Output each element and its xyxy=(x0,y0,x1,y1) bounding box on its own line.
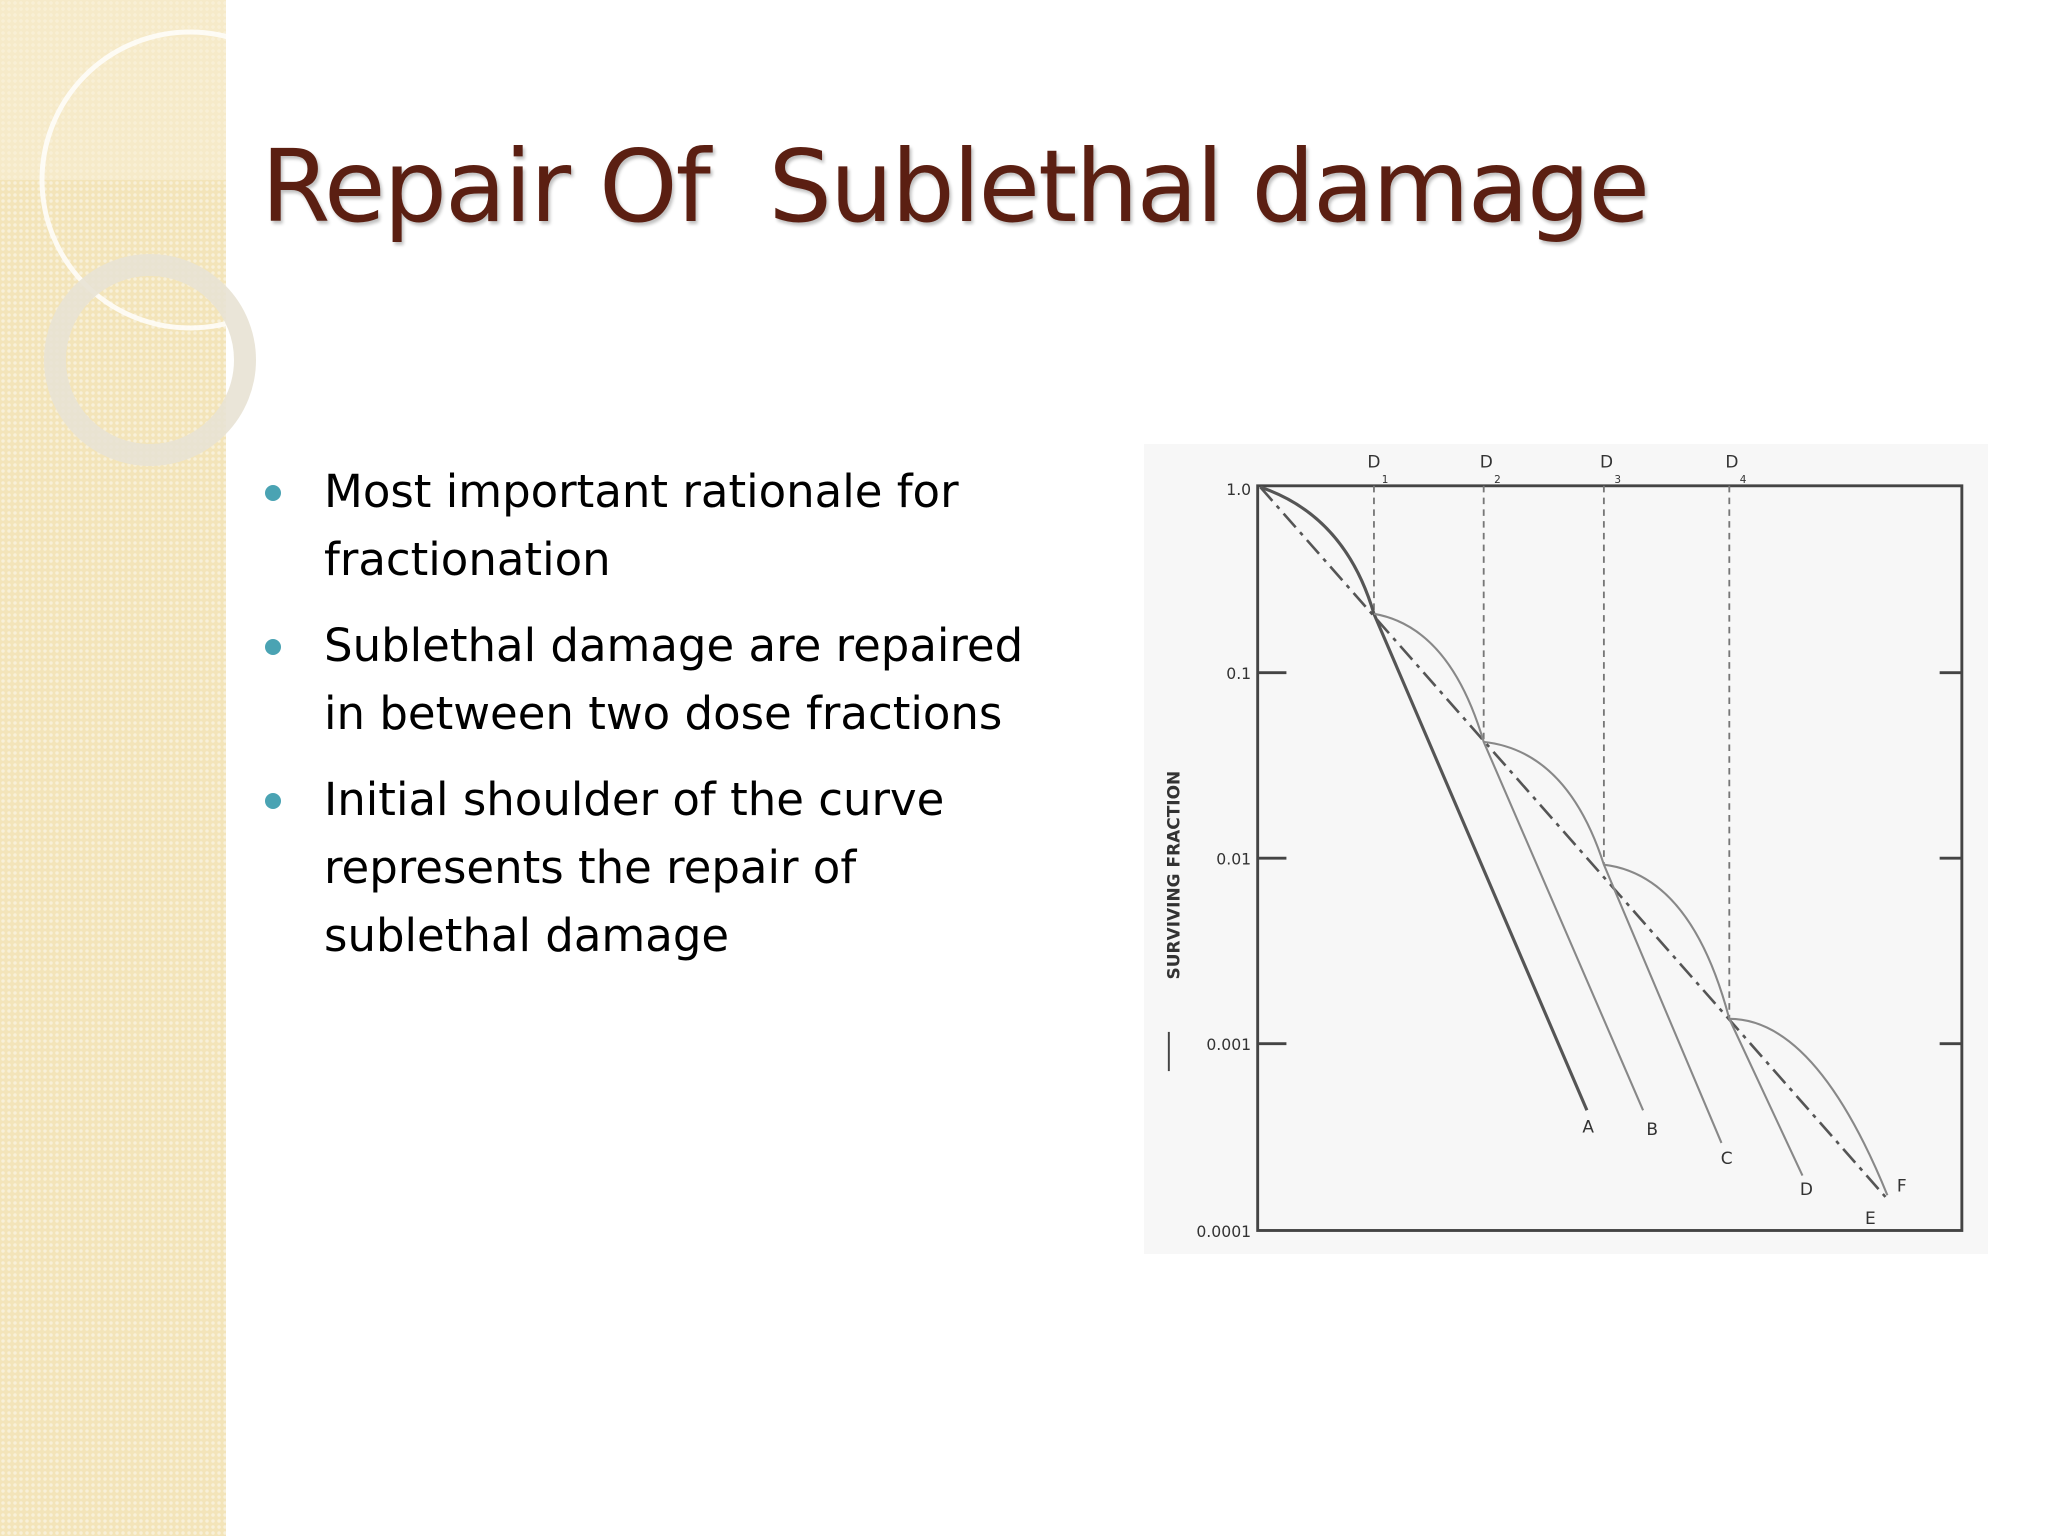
slide-title: Repair Of Sublethal damage xyxy=(261,128,1650,245)
dose-subscript: 4 xyxy=(1740,474,1747,486)
curve-label: A xyxy=(1582,1118,1594,1138)
curve-label: D xyxy=(1800,1180,1813,1200)
curve-label: B xyxy=(1646,1120,1658,1140)
bullet: Initial shoulder of the curve represents… xyxy=(262,766,1032,970)
dose-label: D xyxy=(1367,453,1380,473)
dose-subscript: 2 xyxy=(1494,474,1501,486)
y-tick-label: 1.0 xyxy=(1226,480,1251,499)
y-tick-label: 0.0001 xyxy=(1196,1222,1251,1241)
dose-subscript: 1 xyxy=(1382,474,1389,486)
bullet-list: Most important rationale for fractionati… xyxy=(262,458,1032,988)
bullet: Most important rationale for fractionati… xyxy=(262,458,1032,594)
dose-label: D xyxy=(1480,453,1493,473)
side-strip xyxy=(0,0,226,1536)
curve-label: E xyxy=(1865,1209,1876,1229)
y-tick-label: 0.01 xyxy=(1216,850,1251,869)
dose-label: D xyxy=(1725,453,1738,473)
y-tick-label: 0.001 xyxy=(1206,1035,1251,1054)
y-tick-label: 0.1 xyxy=(1226,664,1251,683)
dose-label: D xyxy=(1600,453,1613,473)
survival-curve-figure: 1.0 0.1 0.01 0.001 0.0001 SURVIVING FRAC… xyxy=(1144,444,1988,1254)
decoration xyxy=(0,0,260,466)
bullet: Sublethal damage are repaired in between… xyxy=(262,612,1032,748)
dose-subscript: 3 xyxy=(1614,474,1621,486)
y-axis-label: SURVIVING FRACTION xyxy=(1164,771,1184,980)
curve-label: C xyxy=(1721,1149,1733,1169)
curve-label: F xyxy=(1897,1176,1907,1196)
